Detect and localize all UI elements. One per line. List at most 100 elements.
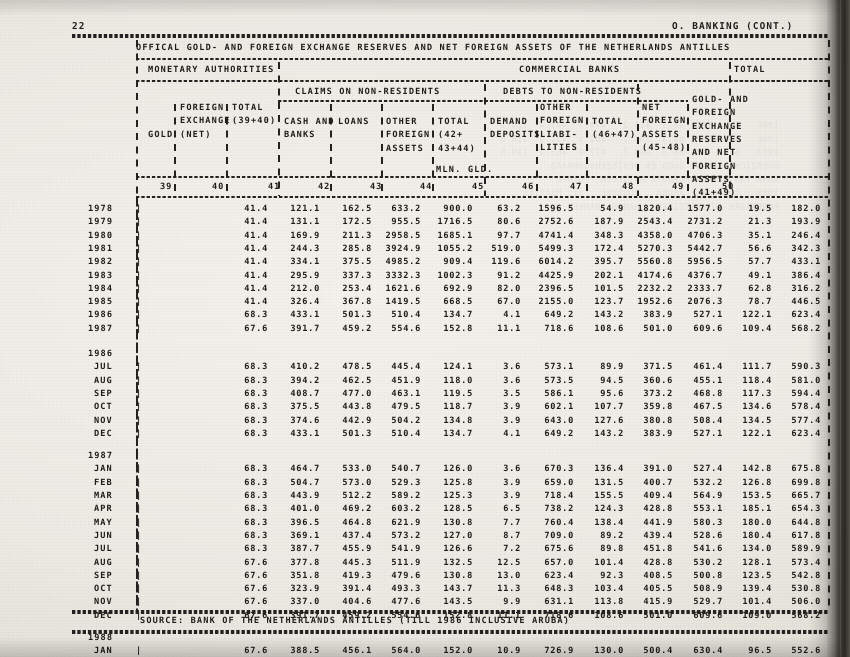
frame-bar-net-assets (637, 84, 639, 196)
cell-1984-col46: 101.5 (594, 283, 624, 294)
cell-JUN-col41: 437.4 (342, 530, 372, 541)
cell-SEP-col46: 95.6 (600, 388, 624, 399)
cell-JUL-col42: 541.9 (391, 544, 421, 555)
cell-NOV-col48: 529.7 (693, 597, 723, 608)
cell-NOV-col40: 337.0 (290, 597, 320, 608)
row-label-MAY: MAY (94, 517, 113, 528)
cell-SEP-col40: 351.8 (290, 570, 320, 581)
column-header-40-line-2: (NET) (180, 129, 212, 140)
column-number-48: 48 (622, 182, 635, 192)
row-divider-bar: | (136, 530, 142, 541)
cell-DEC-col41: 459.2 (342, 610, 372, 621)
cell-JAN-col45: 726.9 (544, 646, 574, 657)
cell-DEC-col47: 501.0 (643, 610, 673, 621)
cell-NOV-col44: 3.9 (503, 415, 521, 426)
cell-JUN-col44: 8.7 (503, 530, 521, 541)
cell-1987-col47: 501.0 (643, 323, 673, 334)
cell-FEB-col43: 125.8 (443, 477, 473, 488)
cell-DEC-col39: 68.3 (244, 428, 268, 439)
cell-OCT-col45: 602.1 (544, 402, 574, 413)
cell-AUG-col44: 12.5 (497, 557, 521, 568)
column-number-39: 39 (160, 182, 173, 192)
cell-JAN-col41: 456.1 (342, 646, 372, 657)
cell-1984-col47: 2232.2 (637, 283, 673, 294)
cell-1987-col49: 109.4 (742, 323, 772, 334)
row-label-1986: 1986 (88, 310, 114, 321)
cell-1980-col42: 2958.5 (385, 230, 421, 241)
row-label-1982: 1982 (88, 257, 114, 268)
cell-1987-col39: 67.6 (244, 323, 268, 334)
cell-1982-col39: 41.4 (244, 257, 268, 268)
cell-MAY-col42: 621.9 (391, 517, 421, 528)
cell-NOV-col43: 143.5 (443, 597, 473, 608)
cell-JAN-col50: 552.6 (791, 646, 821, 657)
cell-SEP-col47: 373.2 (643, 388, 673, 399)
cell-NOV-col50: 506.0 (791, 597, 821, 608)
cell-SEP-col41: 477.0 (342, 388, 372, 399)
cell-SEP-col48: 468.8 (693, 388, 723, 399)
frame-bar-col-3 (381, 104, 383, 196)
cell-JUN-col45: 709.0 (544, 530, 574, 541)
cell-OCT-col46: 103.4 (594, 584, 624, 595)
cell-AUG-col40: 377.8 (290, 557, 320, 568)
cell-1983-col46: 202.1 (594, 270, 624, 281)
cell-AUG-col40: 394.2 (290, 375, 320, 386)
cell-AUG-col44: 3.6 (503, 375, 521, 386)
cell-1987-col46: 108.6 (594, 323, 624, 334)
cell-JUL-col49: 111.7 (742, 362, 772, 373)
cell-1986-col50: 623.4 (791, 310, 821, 321)
column-header-50-line-5: FOREIGN (692, 161, 737, 172)
column-number-47: 47 (570, 182, 583, 192)
cell-1987-col40: 391.7 (290, 323, 320, 334)
cell-1985-col48: 2076.3 (687, 297, 723, 308)
cell-JUL-col49: 134.0 (742, 544, 772, 555)
cell-FEB-col48: 532.2 (693, 477, 723, 488)
cell-AUG-col48: 455.1 (693, 375, 723, 386)
cell-OCT-col42: 479.5 (391, 402, 421, 413)
cell-JUN-col49: 180.4 (742, 530, 772, 541)
cell-1980-col50: 246.4 (791, 230, 821, 241)
cell-FEB-col44: 3.9 (503, 477, 521, 488)
cell-1978-col41: 162.5 (342, 204, 372, 214)
cell-1986-col40: 433.1 (290, 310, 320, 321)
cell-1981-col50: 342.3 (791, 243, 821, 254)
cell-JUL-col40: 410.2 (290, 362, 320, 373)
row-label-APR: APR (94, 504, 113, 515)
cell-1978-col39: 41.4 (244, 204, 268, 214)
cell-DEC-col42: 554.6 (391, 610, 421, 621)
row-divider-bar: | (136, 375, 142, 386)
group-header-monetary-authorities: MONETARY AUTHORITIES (148, 65, 275, 75)
cell-SEP-col39: 67.6 (244, 570, 268, 581)
cell-NOV-col46: 113.8 (594, 597, 624, 608)
cell-JAN-col42: 540.7 (391, 464, 421, 475)
column-header-40-line-0: FOREIGN (180, 103, 225, 113)
cell-JUL-col39: 68.3 (244, 362, 268, 373)
cell-1978-col44: 63.2 (497, 204, 521, 214)
cell-MAY-col39: 68.3 (244, 517, 268, 528)
cell-MAR-col47: 409.4 (643, 491, 673, 501)
cell-1978-col47: 1820.4 (637, 204, 673, 214)
cell-OCT-col47: 359.8 (643, 402, 673, 413)
cell-AUG-col46: 101.4 (594, 557, 624, 568)
cell-JAN-col44: 10.9 (497, 646, 521, 657)
column-number-44: 44 (420, 182, 433, 192)
row-label-1985: 1985 (88, 297, 114, 308)
cell-JAN-col47: 391.0 (643, 464, 673, 475)
column-header-49-line-2: ASSETS (642, 129, 680, 140)
cell-1979-col42: 955.5 (391, 217, 421, 228)
row-divider-bar: | (136, 517, 142, 528)
cell-1987-col42: 554.6 (391, 323, 421, 334)
cell-JAN-col39: 67.6 (244, 646, 268, 657)
cell-DEC-col40: 391.7 (290, 610, 320, 621)
cell-MAY-col49: 180.0 (742, 517, 772, 528)
column-header-45-line-0: TOTAL (438, 117, 470, 127)
cell-AUG-col49: 118.4 (742, 375, 772, 386)
row-label-1980: 1980 (88, 230, 114, 241)
cell-1986-col48: 527.1 (693, 310, 723, 321)
cell-NOV-col41: 404.6 (342, 597, 372, 608)
cell-AUG-col42: 511.9 (391, 557, 421, 568)
row-label-JUL: JUL (94, 362, 113, 373)
cell-JAN-col45: 670.3 (544, 464, 574, 475)
row-divider-bar: | (136, 310, 142, 321)
